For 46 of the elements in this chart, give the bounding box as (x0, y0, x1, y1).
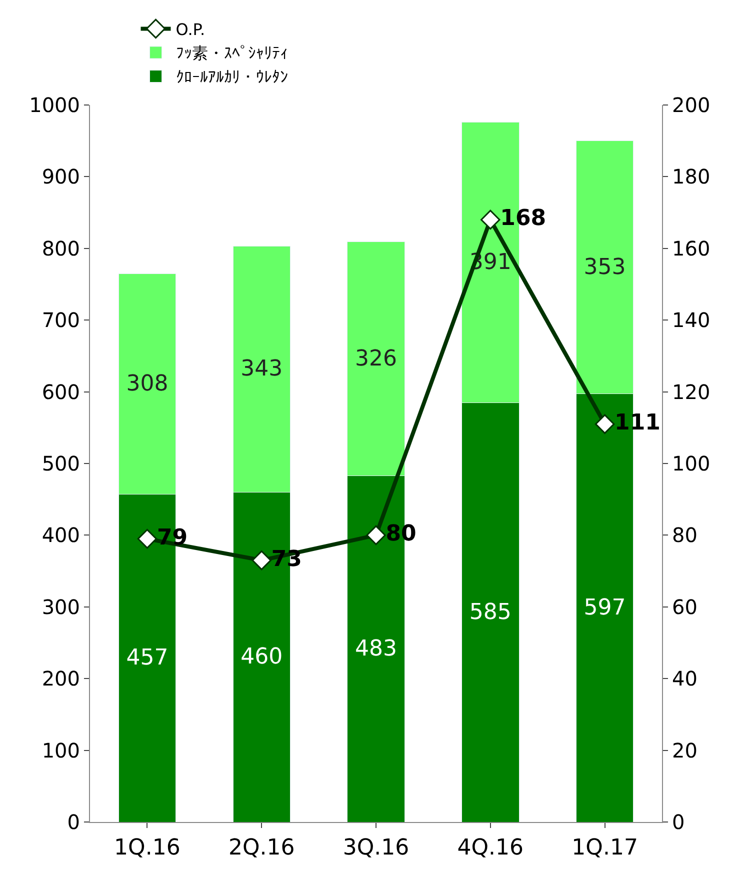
x-tick-label: 3Q.16 (342, 835, 410, 860)
point (366, 525, 386, 546)
y2-tick-label: 120 (672, 380, 710, 404)
data-label: 326 (355, 346, 397, 372)
y-tick-label: 600 (42, 380, 80, 404)
point (252, 550, 272, 570)
data-label: 308 (126, 371, 168, 396)
y-tick-label: 200 (42, 666, 80, 691)
data-label: 79 (156, 525, 188, 550)
data-label: 457 (126, 646, 168, 671)
y-tick-label: 700 (42, 308, 80, 332)
x-tick-label: 4Q.16 (457, 835, 524, 860)
y-tick-label: 500 (42, 452, 80, 476)
y-tick-label: 400 (42, 523, 80, 548)
y2-tick-label: 200 (672, 93, 710, 117)
y2-tick-label: 0 (672, 810, 685, 834)
legend-label: ｸﾛｰﾙｱﾙｶﾘ・ｳﾚﾀﾝ (176, 68, 288, 87)
legend-label: ﾌｯ素・ｽﾍﾟｼｬﾘﾃｨ (176, 44, 288, 63)
x-tick-label: 1Q.16 (114, 835, 180, 860)
data-label: 353 (584, 254, 626, 280)
data-label: 343 (240, 356, 283, 382)
data-label: 597 (584, 595, 626, 620)
y-tick-label: 800 (42, 236, 80, 260)
y2-tick-label: 80 (672, 523, 698, 548)
x-tick-label: 1Q.17 (572, 835, 638, 860)
legend-label: O.P. (176, 20, 206, 39)
y2-tick-label: 140 (672, 308, 710, 332)
y2-tick-label: 100 (672, 452, 710, 476)
x-tick-label: 2Q.16 (228, 835, 295, 860)
point (594, 414, 615, 434)
y-tick-label: 900 (42, 164, 80, 189)
data-label: 585 (469, 600, 512, 625)
y-tick-label: 100 (42, 738, 80, 762)
y-tick-label: 0 (67, 810, 80, 834)
data-label: 73 (271, 546, 302, 572)
y2-tick-label: 60 (672, 594, 698, 619)
y2-tick-label: 20 (672, 738, 698, 762)
y-tick-label: 1000 (29, 93, 80, 117)
point (480, 210, 500, 230)
data-label: 483 (355, 636, 397, 662)
y2-tick-label: 180 (672, 164, 710, 189)
y2-tick-label: 40 (672, 666, 698, 691)
y2-tick-label: 160 (672, 236, 710, 260)
data-label: 460 (240, 644, 283, 670)
y-tick-label: 300 (42, 594, 80, 619)
point (137, 528, 158, 549)
